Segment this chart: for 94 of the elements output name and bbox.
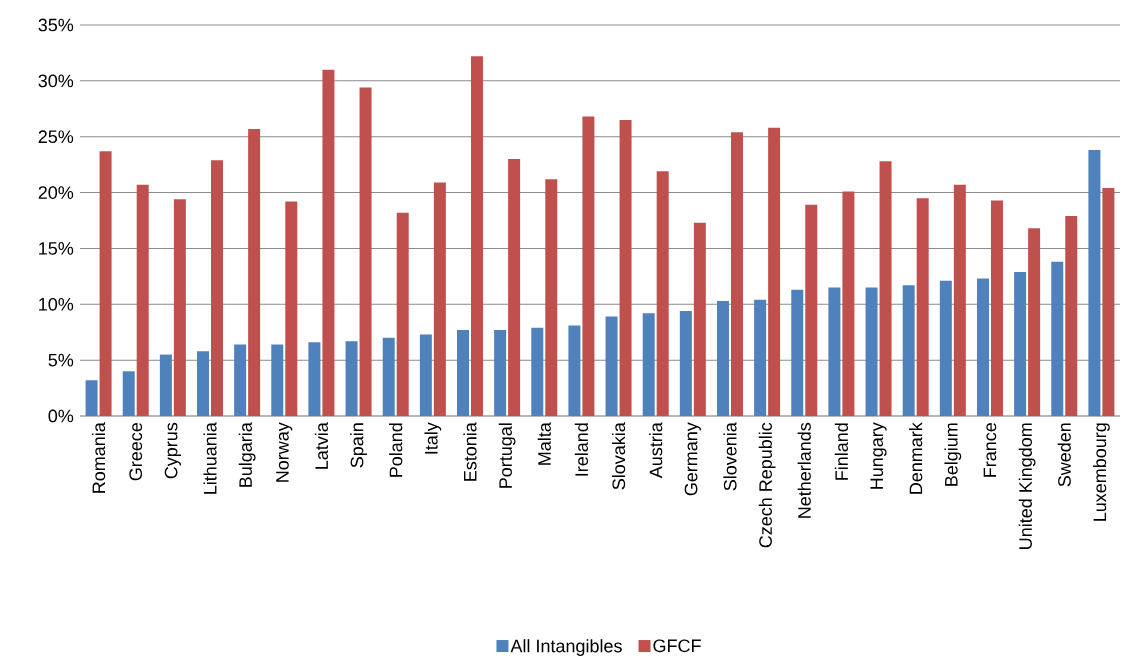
x-tick-label: United Kingdom — [1018, 423, 1036, 549]
y-tick-label: 0% — [48, 409, 74, 423]
x-tick-label: Poland — [389, 423, 403, 477]
bar — [568, 325, 581, 416]
y-tick-label: 35% — [38, 18, 74, 32]
bar — [605, 316, 618, 416]
y-tick-label: 30% — [38, 74, 74, 88]
bar — [828, 287, 841, 416]
bar — [419, 334, 432, 416]
x-tick-label: Greece — [129, 423, 143, 481]
x-tick-label: Netherlands — [797, 422, 811, 518]
bar — [396, 212, 409, 416]
bar — [1102, 188, 1115, 416]
bar — [1065, 216, 1078, 416]
x-tick-label: France — [983, 423, 997, 477]
bar — [642, 313, 655, 416]
legend-label: All Intangibles — [510, 639, 622, 656]
y-tick-label: 25% — [38, 130, 74, 144]
x-tick-label: Spain — [350, 423, 367, 468]
bar — [902, 285, 915, 416]
y-tick-label: 5% — [48, 353, 74, 367]
bar — [136, 184, 149, 416]
bar — [805, 204, 818, 416]
bar — [879, 161, 892, 416]
bar — [197, 351, 209, 416]
bar — [1028, 228, 1041, 416]
x-tick-label: Denmark — [909, 422, 923, 494]
y-tick-label: 15% — [39, 242, 74, 255]
bar — [582, 116, 595, 416]
bar — [508, 159, 521, 416]
x-tick-label: Norway — [276, 422, 293, 482]
x-tick-label: Hungary — [870, 422, 887, 489]
x-tick-label: Slovakia — [611, 422, 626, 490]
bar — [248, 128, 261, 416]
bar — [716, 300, 729, 416]
bar — [345, 341, 358, 416]
x-tick-label: Italy — [424, 422, 442, 454]
bar — [976, 278, 989, 416]
bar — [285, 201, 298, 416]
bar — [1051, 261, 1064, 416]
bar — [939, 280, 952, 416]
x-tick-label: Ireland — [574, 423, 589, 476]
bar — [865, 287, 878, 416]
x-tick-label: Austria — [649, 422, 663, 479]
x-tick-label: Romania — [91, 422, 106, 493]
bar — [754, 299, 767, 416]
x-tick-label: Lithuania — [203, 422, 217, 494]
bar — [159, 354, 172, 416]
bar — [122, 371, 135, 416]
bar — [679, 310, 692, 416]
y-tick-label: 20% — [38, 186, 74, 199]
bar — [619, 119, 632, 416]
x-tick-label: Portugal — [498, 423, 516, 488]
bar — [433, 182, 446, 416]
x-tick-label: Germany — [684, 422, 701, 496]
bar — [531, 327, 544, 416]
bar — [211, 160, 223, 416]
bar — [173, 199, 186, 416]
bar — [494, 329, 507, 416]
bar — [791, 289, 804, 416]
bar — [1088, 150, 1101, 416]
x-tick-label: Latvia — [314, 422, 329, 469]
y-tick-label: 10% — [39, 297, 74, 311]
bar — [359, 87, 372, 416]
bar — [842, 191, 855, 416]
bar — [85, 380, 98, 416]
legend-label: GFCF — [653, 639, 701, 653]
bar — [382, 337, 395, 416]
bar — [234, 344, 247, 416]
x-tick-label: Luxembourg — [1093, 423, 1110, 521]
bar — [953, 184, 966, 416]
bar — [916, 198, 929, 416]
bar — [990, 200, 1003, 416]
x-tick-label: Estonia — [463, 422, 477, 481]
x-tick-label: Slovenia — [723, 422, 737, 491]
bar — [1014, 271, 1027, 416]
bar — [693, 222, 706, 416]
bar — [545, 179, 558, 416]
x-tick-label: Bulgaria — [238, 422, 256, 487]
x-tick-label: Finland — [834, 423, 849, 480]
bar — [656, 171, 669, 416]
x-tick-label: Belgium — [944, 423, 962, 486]
x-tick-label: Malta — [537, 422, 551, 465]
bar — [308, 342, 321, 416]
bar — [470, 56, 483, 416]
bar — [456, 329, 469, 416]
bar — [768, 127, 781, 416]
bar — [99, 151, 112, 416]
x-tick-label: Sweden — [1057, 423, 1071, 487]
x-tick-label: Cyprus — [164, 422, 182, 479]
bar — [730, 132, 743, 416]
x-tick-label: Czech Republic — [758, 422, 776, 548]
bar — [322, 69, 335, 416]
bar — [271, 344, 284, 416]
